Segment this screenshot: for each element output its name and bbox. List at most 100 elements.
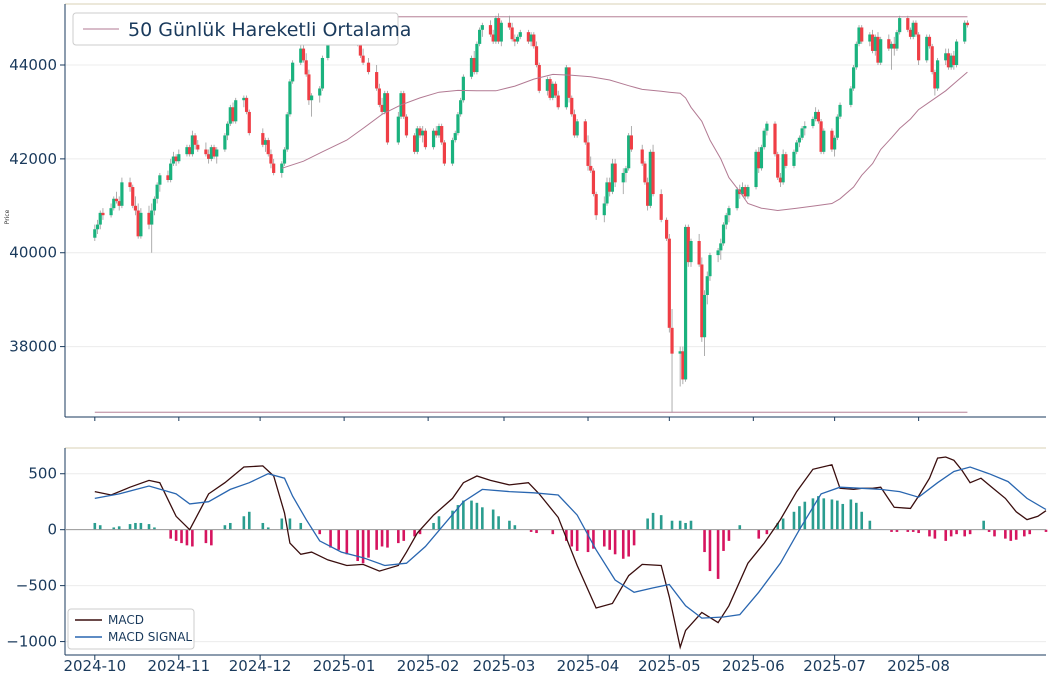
candle-up <box>849 88 853 105</box>
candle-up <box>868 34 872 42</box>
candle-up <box>833 137 837 150</box>
candle-down <box>380 104 384 112</box>
candle-down <box>643 163 647 183</box>
x-tick-label: 2025-04 <box>557 657 620 675</box>
histogram-bar-positive <box>280 518 284 530</box>
histogram-bar-negative <box>185 529 189 546</box>
histogram-bar-negative <box>928 529 931 537</box>
candle-down <box>594 194 598 216</box>
candle-up <box>575 121 579 136</box>
candle-up <box>456 114 460 134</box>
candle-up <box>494 18 498 42</box>
candle-up <box>857 27 861 44</box>
histogram-bar-negative <box>413 529 416 537</box>
histogram-bar-positive <box>98 525 102 530</box>
candle-down <box>204 149 208 155</box>
candle-down <box>917 34 921 61</box>
histogram-bar-positive <box>817 496 820 530</box>
candle-down <box>510 27 514 40</box>
candle-down <box>946 53 951 68</box>
candle-down <box>927 36 932 47</box>
candle-down <box>128 182 132 188</box>
histogram-bar-negative <box>174 529 178 541</box>
histogram-bar-positive <box>822 498 826 530</box>
price-tick-label: 40000 <box>9 244 57 262</box>
histogram-bar-positive <box>497 516 500 530</box>
candle-down <box>553 83 558 96</box>
candle-up <box>792 151 796 166</box>
candle-up <box>475 43 479 73</box>
histogram-bar-positive <box>481 507 484 530</box>
candle-down <box>567 67 571 98</box>
price-legend: 50 Günlük Hareketli Ortalama <box>72 12 411 46</box>
histogram-bar-negative <box>565 529 568 541</box>
candle-down <box>174 156 178 162</box>
candle-up <box>954 41 959 66</box>
x-tick-label: 2025-03 <box>473 657 536 675</box>
candle-up <box>621 172 625 183</box>
candle-down <box>952 55 956 66</box>
histogram-bar-positive <box>299 522 303 530</box>
histogram-bar-negative <box>608 529 611 550</box>
candle-down <box>670 327 674 354</box>
candle-up <box>551 83 555 98</box>
candle-up <box>822 130 826 152</box>
candle-up <box>564 67 568 108</box>
histogram-bar-negative <box>402 529 406 541</box>
candle-up <box>727 208 731 216</box>
histogram-bar-positive <box>781 518 785 530</box>
candle-up <box>461 76 465 101</box>
histogram-bar-positive <box>659 515 663 530</box>
candle-down <box>133 205 138 211</box>
histogram-bar-positive <box>451 510 454 530</box>
candle-down <box>188 147 192 155</box>
candle-up <box>155 184 159 199</box>
candle-down <box>166 175 170 180</box>
histogram-bar-negative <box>1044 529 1048 532</box>
candle-up <box>759 147 764 169</box>
candle-up <box>291 62 295 82</box>
histogram-bar-negative <box>722 529 725 551</box>
candle-up <box>139 212 143 237</box>
candle-down <box>534 46 539 66</box>
candle-down <box>572 114 577 136</box>
candle-down <box>375 72 379 89</box>
candle-down <box>887 39 891 49</box>
candle-up <box>610 163 615 192</box>
candle-down <box>665 219 669 239</box>
candle-up <box>169 163 173 180</box>
candle-up <box>225 123 230 136</box>
histogram-bar-positive <box>266 527 270 530</box>
candle-down <box>757 151 761 169</box>
candle-down <box>914 22 918 35</box>
histogram-bar-positive <box>242 516 246 530</box>
candle-up <box>310 95 314 101</box>
histogram-bar-negative <box>380 529 384 547</box>
histogram-bar-negative <box>765 529 769 535</box>
histogram-bar-negative <box>949 529 953 537</box>
candle-down <box>442 142 446 164</box>
candle-up <box>800 128 804 138</box>
candle-up <box>95 224 100 230</box>
candle-down <box>830 130 834 150</box>
candle-down <box>491 34 495 42</box>
candle-down <box>776 154 780 178</box>
candle-up <box>326 39 330 58</box>
histogram-bar-positive <box>470 500 473 530</box>
histogram-bar-negative <box>397 529 400 544</box>
candle-down <box>304 60 308 75</box>
candle-up <box>889 43 894 49</box>
histogram-bar-negative <box>418 529 422 535</box>
candle-up <box>721 224 726 244</box>
histogram-bar-negative <box>361 529 365 564</box>
candle-up <box>683 226 688 380</box>
macd-tick-label: −500 <box>16 577 57 595</box>
macd-tick-label: 500 <box>28 465 57 483</box>
candle-down <box>583 121 587 143</box>
histogram-bar-negative <box>757 529 761 539</box>
candle-up <box>120 182 124 206</box>
candle-up <box>949 55 953 68</box>
x-tick-label: 2025-07 <box>803 657 866 675</box>
histogram-bar-negative <box>632 529 636 546</box>
histogram-bar-positive <box>432 522 435 530</box>
